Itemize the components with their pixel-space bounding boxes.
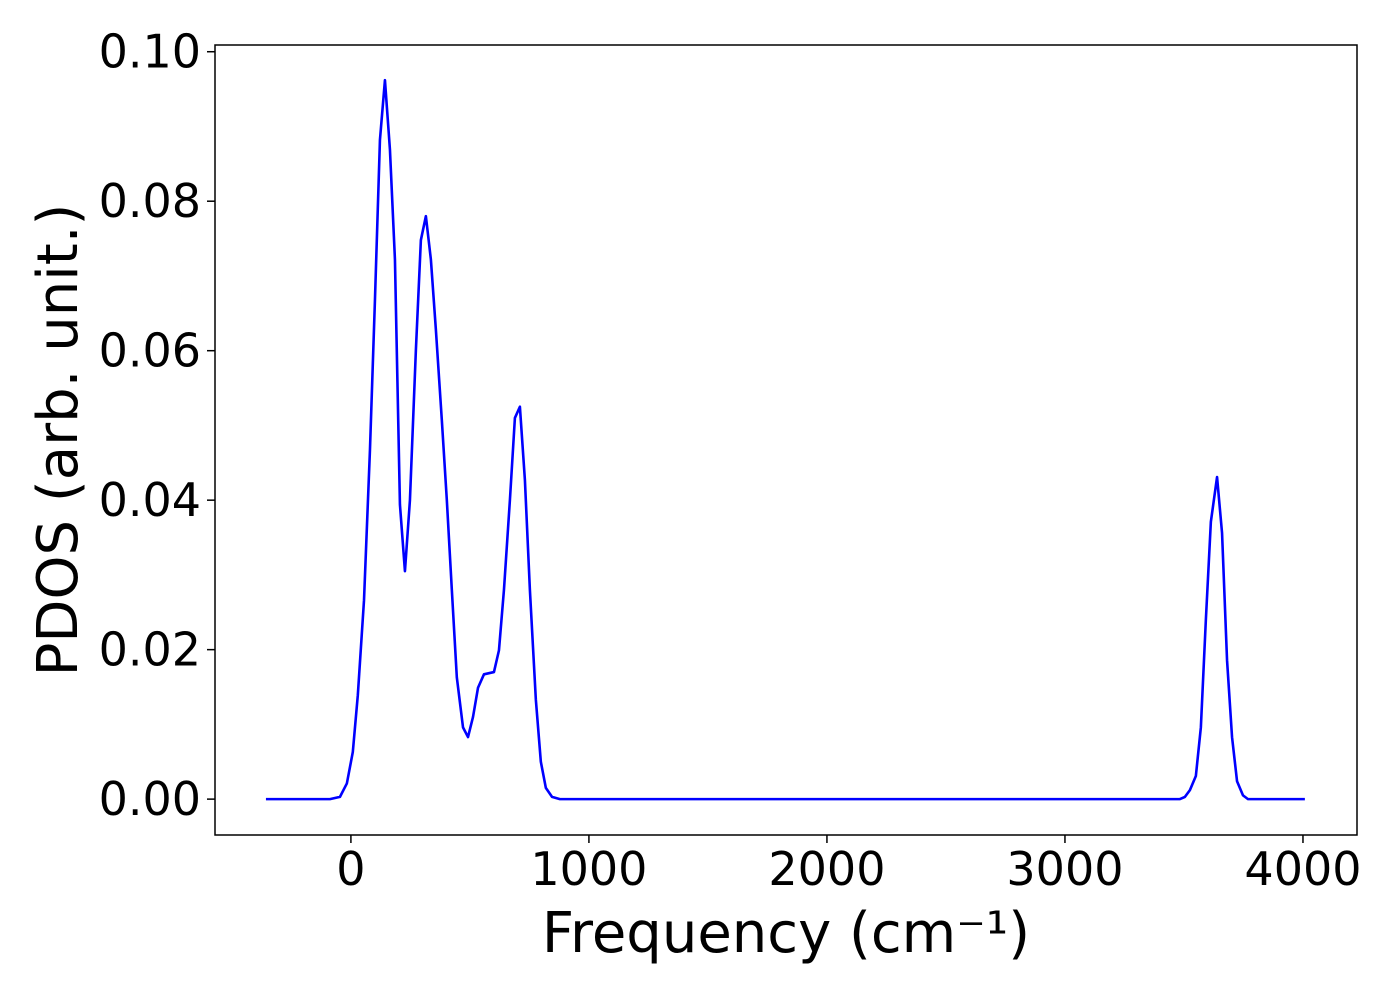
y-tick-label: 0.00 <box>99 772 201 826</box>
x-tick-label: 4000 <box>1244 842 1361 896</box>
y-axis-label: PDOS (arb. unit.) <box>26 204 91 677</box>
y-tick-label: 0.08 <box>99 174 201 228</box>
x-axis-label: Frequency (cm⁻¹) <box>542 901 1030 966</box>
y-tick-label: 0.02 <box>99 623 201 677</box>
x-tick-label: 1000 <box>530 842 647 896</box>
x-tick-label: 0 <box>336 842 365 896</box>
x-tick-label: 2000 <box>768 842 885 896</box>
y-tick-label: 0.06 <box>99 324 201 378</box>
plot-frame <box>214 44 1358 836</box>
y-tick-label: 0.04 <box>99 473 201 527</box>
x-tick-label: 3000 <box>1006 842 1123 896</box>
line-series <box>265 78 1305 801</box>
y-tick-label: 0.10 <box>99 25 201 79</box>
